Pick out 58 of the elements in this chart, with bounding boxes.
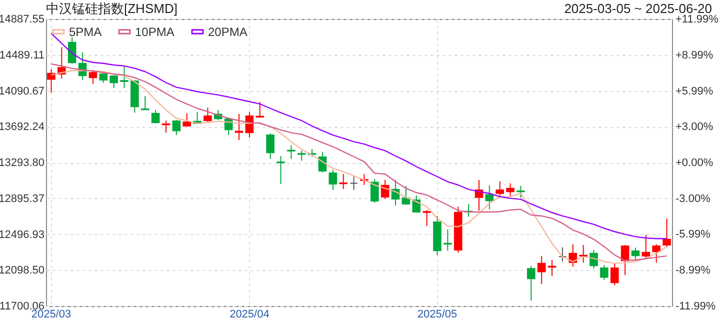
candlestick — [422, 210, 431, 226]
y-tick-label: 14489.11 — [0, 49, 44, 62]
y2-tick-label: -3.00% — [676, 192, 711, 205]
candlestick — [88, 70, 98, 84]
candlestick — [256, 101, 264, 118]
y2-tick-label: +8.99% — [676, 49, 714, 62]
candlestick — [204, 107, 212, 122]
candlestick — [287, 144, 296, 160]
y2-tick-label: +5.99% — [676, 85, 714, 98]
y2-tick-label: -8.99% — [676, 264, 711, 277]
candlestick — [652, 244, 660, 264]
candlestick — [266, 132, 274, 160]
candlestick — [110, 74, 118, 89]
candlestick — [120, 66, 128, 89]
y2-tick-label: +0.00% — [676, 157, 714, 169]
candlestick — [631, 247, 640, 262]
candlestick — [537, 255, 546, 284]
candlestick — [350, 176, 358, 190]
candlestick — [527, 266, 536, 302]
candlestick — [99, 71, 108, 84]
chart-subtitle: 2025-03-05 ~ 2025-06-20 — [564, 0, 712, 16]
candlestick — [162, 120, 170, 134]
candlestick — [558, 246, 567, 262]
candlestick — [47, 68, 56, 94]
chart-title: 中汉锰硅指数[ZHSMD] — [46, 0, 178, 18]
candlestick — [662, 218, 671, 248]
y2-tick-label: +3.00% — [676, 121, 714, 134]
y2-tick-label: -5.99% — [676, 228, 711, 241]
candlestick — [339, 174, 348, 190]
candlestick — [506, 182, 514, 196]
candlestick — [328, 169, 338, 190]
candlestick — [579, 244, 588, 264]
candlestick — [485, 184, 494, 210]
candlestick — [516, 185, 525, 198]
candlestick — [548, 259, 556, 277]
legend-label: 20PMA — [208, 24, 248, 39]
x-tick-label: 2025/04 — [230, 308, 270, 320]
candlestick — [297, 150, 306, 162]
candlestick — [402, 185, 410, 206]
candlestick — [496, 180, 504, 198]
candlestick — [182, 112, 191, 128]
candlestick — [370, 178, 379, 204]
candlestick — [590, 250, 598, 270]
candlestick — [600, 264, 608, 280]
y2-tick-label: -11.99% — [676, 300, 716, 312]
candlestick — [642, 234, 650, 260]
candlestick — [234, 113, 244, 140]
x-tick-label: 2025/05 — [417, 308, 458, 320]
candlestick — [151, 109, 160, 124]
legend-label: 5PMA — [69, 24, 102, 39]
candlestick — [172, 119, 181, 136]
y2-tick-label: +11.99% — [676, 14, 719, 26]
legend-label: 10PMA — [135, 24, 174, 39]
candlestick — [610, 262, 619, 286]
candlestick — [444, 228, 452, 252]
x-tick-label: 2025/03 — [31, 308, 72, 320]
candlestick — [140, 96, 150, 110]
candlestick — [276, 156, 285, 184]
